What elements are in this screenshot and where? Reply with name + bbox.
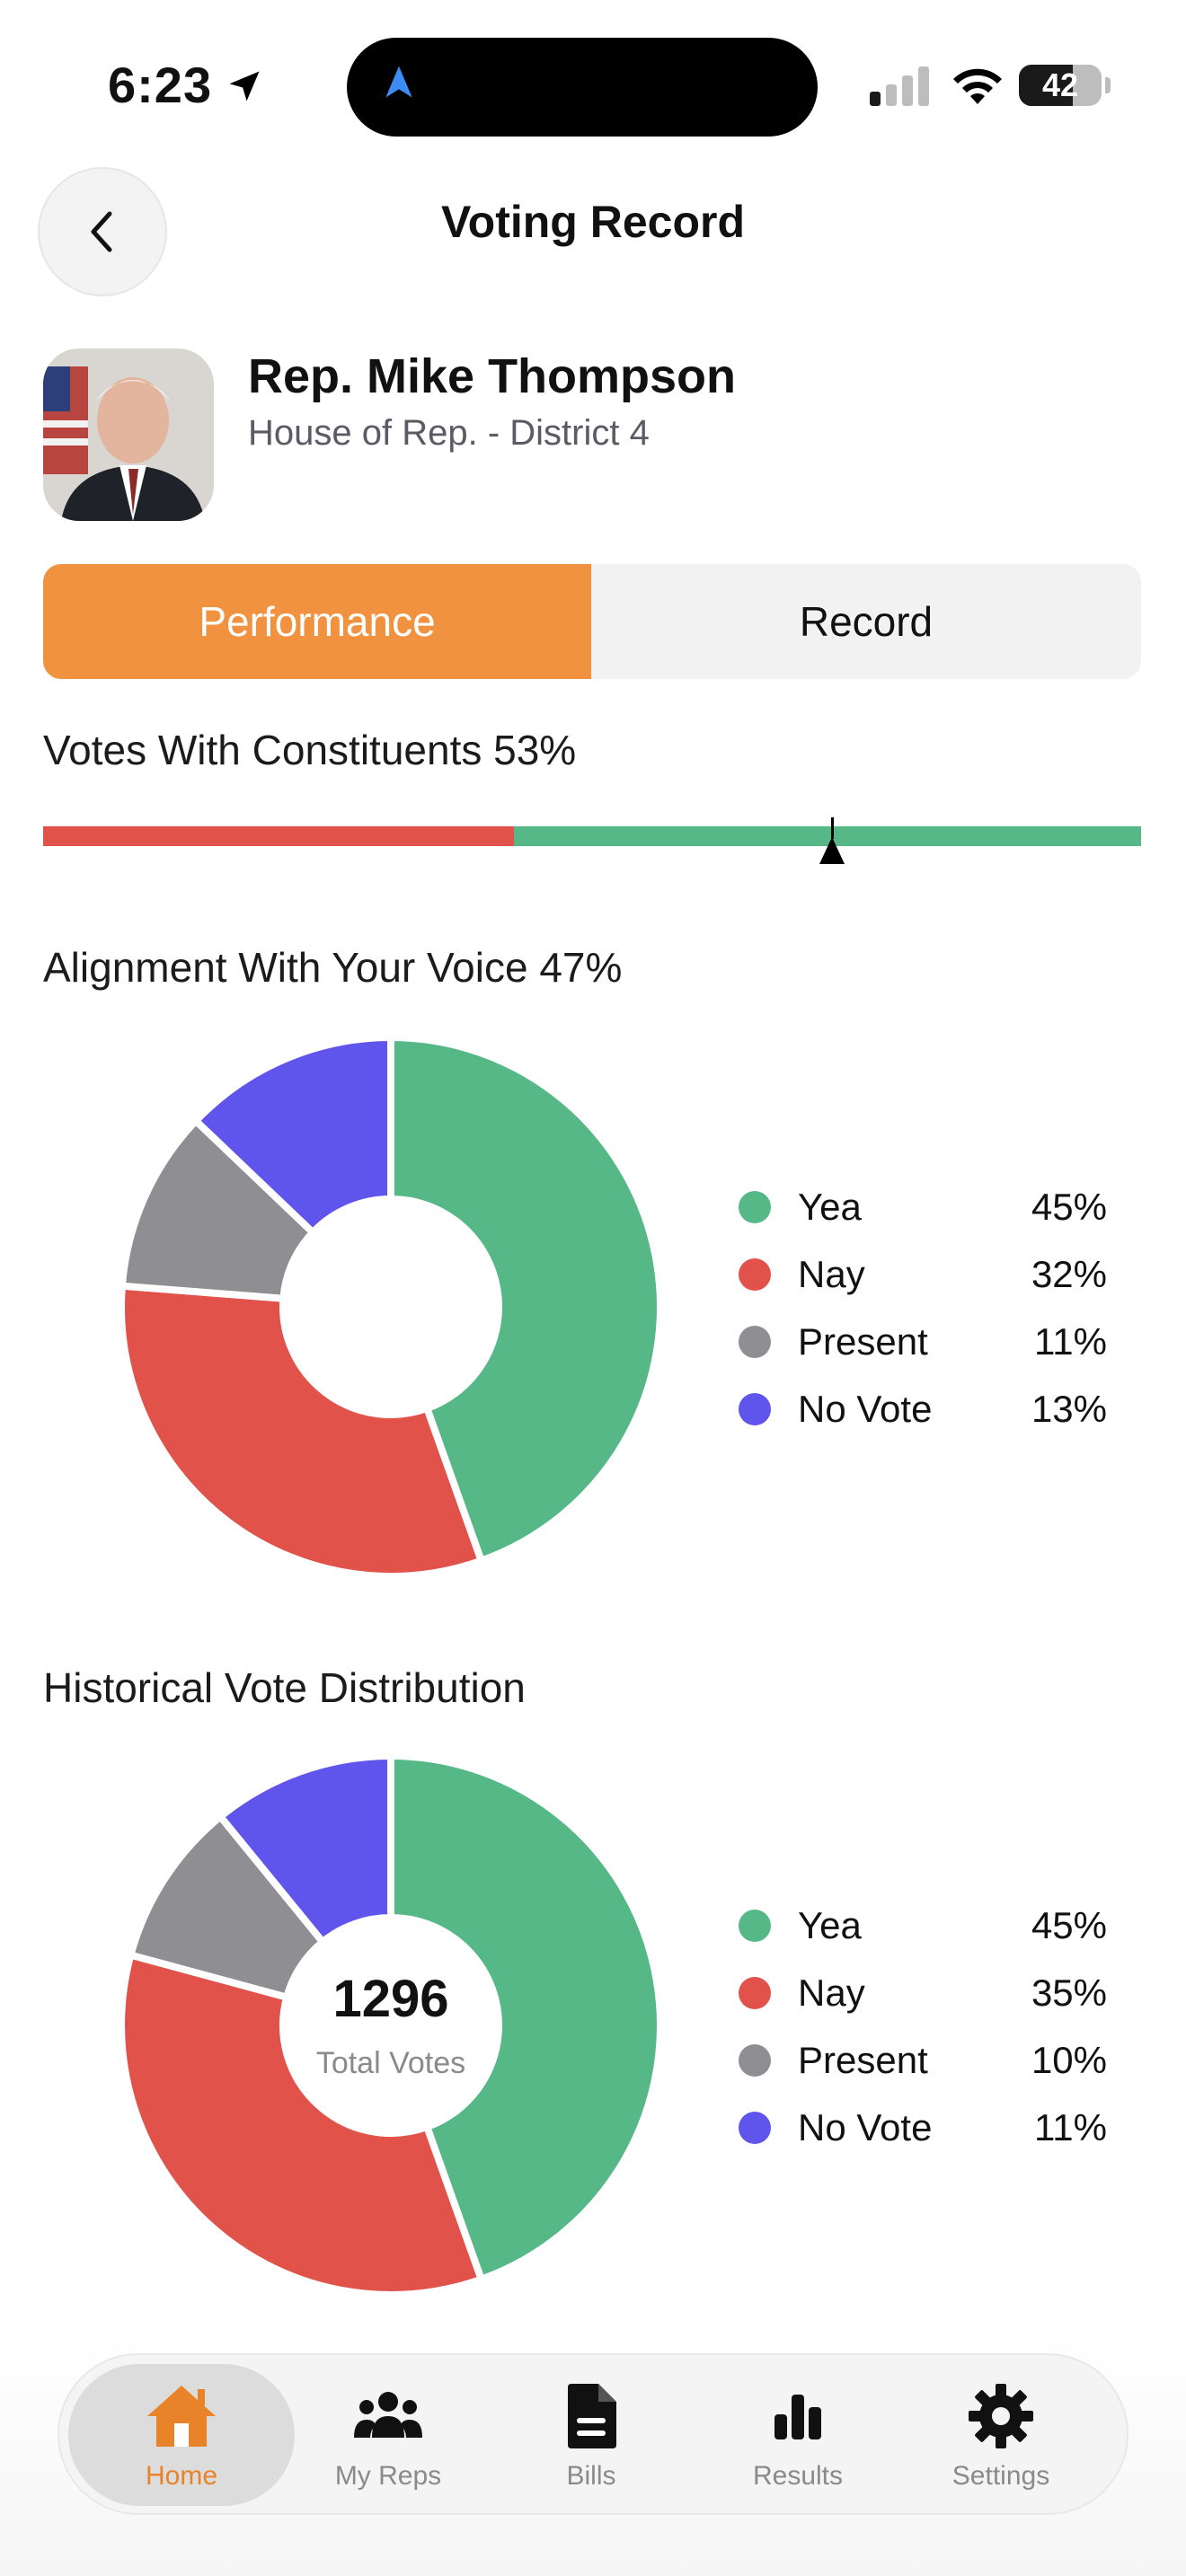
legend-item-nay: Nay 32% — [739, 1248, 1107, 1301]
constituents-marker — [819, 837, 845, 864]
tab-label: Home — [145, 2461, 218, 2491]
novote-dot — [739, 2112, 771, 2144]
tab-label: Bills — [566, 2461, 616, 2491]
legend-label: Yea — [798, 1904, 862, 1946]
legend-value: 35% — [1031, 1972, 1107, 2014]
legend-item-yea: Yea 45% — [739, 1899, 1107, 1953]
legend-item-novote: No Vote 11% — [739, 2101, 1107, 2155]
home-icon — [92, 2380, 271, 2452]
alignment-legend: Yea 45% Nay 32% Present 11% No Vote 13% — [739, 1180, 1107, 1436]
tab-label: Results — [752, 2461, 844, 2491]
back-button[interactable] — [38, 167, 167, 296]
slice-yea — [387, 1033, 664, 1566]
legend-value: 11% — [1034, 1320, 1107, 1363]
gear-icon — [911, 2380, 1091, 2452]
legend-item-yea: Yea 45% — [739, 1180, 1107, 1234]
legend-value: 11% — [1034, 2106, 1107, 2148]
slice-nay — [118, 1950, 486, 2298]
historical-donut-chart — [118, 1751, 664, 2298]
novote-dot — [739, 1393, 771, 1425]
legend-label: Nay — [798, 1253, 865, 1295]
total-votes-label: Total Votes — [315, 2046, 466, 2080]
rep-subtitle: House of Rep. - District 4 — [248, 413, 650, 453]
total-votes-count: 1296 — [332, 1970, 449, 2028]
historical-title: Historical Vote Distribution — [43, 1664, 526, 1711]
tab-my-reps[interactable]: My Reps — [298, 2380, 478, 2492]
legend-item-present: Present 11% — [739, 1315, 1107, 1369]
alignment-donut-chart — [118, 1033, 664, 1580]
historical-legend: Yea 45% Nay 35% Present 10% No Vote 11% — [739, 1899, 1107, 2155]
slice-yea — [387, 1751, 664, 2284]
constituents-bar-against — [43, 826, 514, 846]
battery-fill — [1019, 65, 1073, 106]
legend-item-present: Present 10% — [739, 2033, 1107, 2087]
constituents-bar-with — [514, 826, 1141, 846]
slice-novote — [215, 1751, 394, 1947]
legend-value: 10% — [1031, 2039, 1107, 2081]
legend-value: 45% — [1031, 1904, 1107, 1946]
chevron-left-icon — [91, 211, 112, 252]
nay-dot — [739, 1977, 771, 2009]
document-icon — [501, 2380, 681, 2452]
cell-signal-icon — [870, 66, 931, 110]
legend-label: Present — [798, 2039, 928, 2081]
constituents-title: Votes With Constituents 53% — [43, 727, 577, 773]
legend-label: No Vote — [798, 2106, 933, 2148]
legend-label: Yea — [798, 1186, 862, 1228]
yea-dot — [739, 1191, 771, 1223]
legend-value: 13% — [1031, 1388, 1107, 1430]
tab-bills[interactable]: Bills — [501, 2380, 681, 2492]
navigation-icon — [379, 63, 419, 107]
bar-chart-icon — [708, 2380, 888, 2452]
legend-value: 32% — [1031, 1253, 1107, 1295]
legend-label: No Vote — [798, 1388, 933, 1430]
legend-value: 45% — [1031, 1186, 1107, 1228]
battery-level: 42 — [1041, 66, 1079, 103]
tab-performance[interactable]: Performance — [43, 564, 591, 679]
tab-label: My Reps — [334, 2461, 442, 2491]
tab-record[interactable]: Record — [799, 598, 934, 645]
constituents-marker-line — [831, 817, 834, 839]
present-dot — [739, 2044, 771, 2077]
present-dot — [739, 1326, 771, 1358]
legend-label: Nay — [798, 1972, 865, 2014]
legend-label: Present — [798, 1320, 928, 1363]
wifi-icon — [951, 65, 1005, 110]
rep-avatar — [43, 348, 214, 521]
tab-label: Settings — [951, 2461, 1050, 2491]
people-icon — [298, 2380, 478, 2452]
tab-results[interactable]: Results — [708, 2380, 888, 2492]
nay-dot — [739, 1258, 771, 1291]
slice-nay — [118, 1282, 486, 1580]
rep-name: Rep. Mike Thompson — [248, 349, 737, 403]
location-arrow-icon — [225, 66, 264, 110]
dynamic-island — [347, 38, 818, 137]
battery-nub — [1105, 77, 1111, 93]
legend-item-nay: Nay 35% — [739, 1966, 1107, 2020]
page-title: Voting Record — [441, 197, 745, 247]
legend-item-novote: No Vote 13% — [739, 1382, 1107, 1436]
slice-present — [118, 1116, 318, 1302]
status-time: 6:23 — [108, 57, 213, 113]
yea-dot — [739, 1910, 771, 1942]
tab-settings[interactable]: Settings — [911, 2380, 1091, 2492]
alignment-title: Alignment With Your Voice 47% — [43, 944, 623, 991]
slice-novote — [190, 1033, 394, 1238]
tab-home[interactable]: Home — [92, 2380, 271, 2492]
